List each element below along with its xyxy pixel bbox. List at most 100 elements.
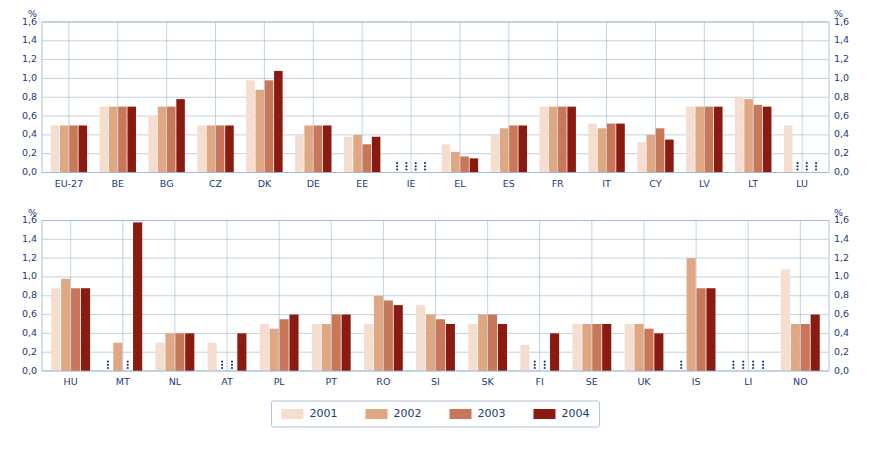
x-tick-label: BE	[112, 178, 125, 189]
bar	[175, 333, 184, 371]
x-tick-label: PL	[274, 376, 286, 387]
y2-tick-label: 0,0	[834, 166, 849, 177]
x-grid-line	[264, 22, 265, 173]
x-grid-line	[557, 22, 558, 173]
bar	[344, 137, 353, 173]
bar	[781, 269, 790, 371]
x-tick-label: EE	[356, 178, 368, 189]
x-tick-label: NO	[793, 376, 808, 387]
x-tick-label: NL	[169, 376, 182, 387]
y-tick-label: 1,4	[22, 233, 37, 244]
x-grid-line	[383, 221, 384, 372]
x-tick-label: LI	[744, 376, 752, 387]
bar	[332, 315, 341, 371]
bar	[811, 315, 820, 371]
x-grid-line	[166, 22, 167, 173]
bar	[185, 333, 194, 371]
legend-label: 2004	[562, 407, 590, 420]
y2-tick-label: 1,0	[834, 72, 849, 83]
y-tick-label: 1,0	[22, 270, 37, 281]
bar	[634, 324, 643, 371]
x-grid-line	[753, 22, 754, 173]
y2-tick-label: 1,2	[834, 53, 849, 64]
y2-axis-label: %	[834, 8, 843, 19]
missing-marker	[415, 162, 417, 164]
bar	[654, 333, 663, 371]
x-tick-label: PT	[325, 376, 337, 387]
y2-tick-label: 0,4	[834, 128, 849, 139]
x-tick-label: LT	[748, 178, 758, 189]
bar	[686, 107, 695, 173]
x-tick-label: CZ	[209, 178, 223, 189]
missing-marker	[396, 162, 398, 164]
bar	[451, 152, 460, 173]
bar	[208, 343, 217, 371]
missing-marker	[415, 168, 417, 170]
bar	[478, 315, 487, 371]
bar	[374, 296, 383, 371]
x-grid-line	[704, 22, 705, 173]
missing-marker	[534, 367, 536, 369]
x-tick-label: UK	[637, 376, 651, 387]
bar	[705, 107, 714, 173]
missing-marker	[752, 361, 754, 363]
x-tick-label: IE	[407, 178, 416, 189]
missing-markers	[396, 162, 817, 171]
y2-axis-label: %	[834, 207, 843, 218]
bar	[51, 288, 60, 371]
x-grid-line	[215, 22, 216, 173]
missing-marker	[415, 165, 417, 167]
y2-tick-label: 1,4	[834, 233, 849, 244]
x-grid-line	[279, 221, 280, 372]
x-grid-line	[655, 22, 656, 173]
bar	[225, 125, 234, 172]
missing-marker	[544, 367, 546, 369]
missing-marker	[796, 168, 798, 170]
x-grid-line	[117, 22, 118, 173]
missing-marker	[806, 162, 808, 164]
missing-marker	[544, 361, 546, 363]
missing-marker	[221, 361, 223, 363]
missing-marker	[396, 165, 398, 167]
bar	[602, 324, 611, 371]
bar	[255, 90, 264, 173]
bar	[550, 333, 559, 371]
bar	[647, 135, 656, 173]
y2-tick-label: 0,0	[834, 365, 849, 376]
bar	[71, 288, 80, 371]
bar	[207, 125, 216, 172]
legend-label: 2002	[394, 407, 422, 420]
missing-marker	[806, 168, 808, 170]
bar	[363, 144, 372, 172]
bar	[592, 324, 601, 371]
bar	[148, 116, 157, 172]
x-tick-label: IS	[692, 376, 701, 387]
bar	[372, 137, 381, 173]
missing-marker	[107, 361, 109, 363]
bar	[791, 324, 800, 371]
x-grid-line	[802, 22, 803, 173]
bar	[442, 144, 451, 172]
y-tick-label: 0,4	[22, 327, 37, 338]
bar	[81, 288, 90, 371]
bar	[118, 107, 127, 173]
y-tick-label: 1,2	[22, 53, 37, 64]
x-tick-label: AT	[221, 376, 233, 387]
y2-tick-label: 0,2	[834, 346, 849, 357]
x-grid-line	[696, 221, 697, 372]
bar	[274, 71, 283, 173]
missing-marker	[796, 162, 798, 164]
bar	[491, 135, 500, 173]
bar	[216, 125, 225, 172]
bar	[384, 300, 393, 371]
x-grid-line	[643, 221, 644, 372]
legend: 2001200220032004	[282, 407, 590, 420]
y2-tick-label: 0,8	[834, 91, 849, 102]
missing-marker	[752, 367, 754, 369]
legend-swatch	[450, 409, 472, 419]
x-tick-label: EL	[454, 178, 466, 189]
y-tick-label: 0,0	[22, 166, 37, 177]
bar	[158, 107, 167, 173]
bar	[582, 324, 591, 371]
missing-marker	[762, 367, 764, 369]
